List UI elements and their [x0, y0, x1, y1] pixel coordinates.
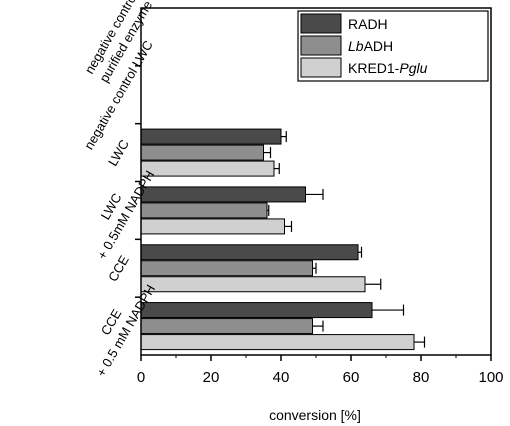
category-label-line: LWC [105, 137, 132, 169]
legend-label: LbADH [348, 38, 393, 54]
bar [140, 186, 306, 203]
bar [140, 302, 373, 319]
bar [140, 244, 359, 261]
x-tick-label: 40 [273, 369, 290, 386]
bar [140, 128, 282, 145]
bar [140, 202, 268, 219]
legend-swatch [300, 57, 342, 78]
legend-label: RADH [348, 16, 388, 32]
bar [140, 334, 415, 351]
x-tick-label: 20 [203, 369, 220, 386]
axes-layer [135, 7, 492, 361]
x-axis-title: conversion [%] [269, 407, 361, 423]
x-tick-label: 60 [343, 369, 360, 386]
x-tick-label: 100 [478, 369, 503, 386]
legend: RADH LbADH KRED1-Pglu [297, 10, 489, 82]
x-tick-label: 0 [137, 369, 145, 386]
legend-swatch [300, 13, 342, 34]
x-tick-label: 80 [413, 369, 430, 386]
legend-swatch [300, 35, 342, 56]
bar [140, 318, 313, 335]
bar [140, 160, 275, 177]
category-label: LWC [105, 137, 132, 169]
legend-label: KRED1-Pglu [348, 60, 428, 76]
bars-layer [140, 128, 426, 351]
bar [140, 218, 285, 235]
bar [140, 144, 264, 161]
bar [140, 276, 366, 293]
bar [140, 260, 313, 277]
